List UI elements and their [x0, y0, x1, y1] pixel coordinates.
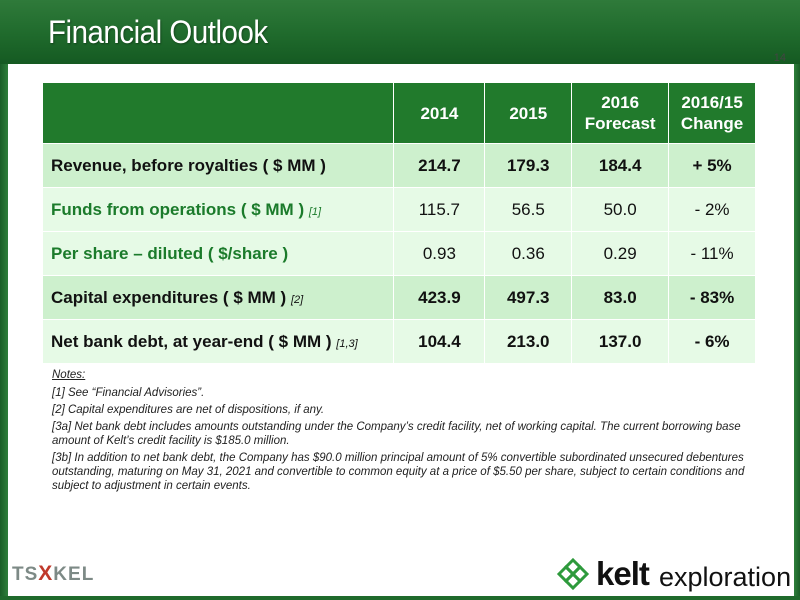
footnotes: Notes: [1] See “Financial Advisories”. […	[52, 368, 762, 496]
financial-outlook-table: 2014 2015 2016 Forecast 2016/15 Change R…	[41, 82, 756, 364]
slide-title: Financial Outlook	[48, 14, 268, 50]
cell-2015: 497.3	[484, 275, 573, 320]
tsx-kel-logo: TSXKEL	[12, 562, 94, 586]
header-blank-cell	[41, 82, 395, 144]
cell-2016: 50.0	[571, 187, 670, 232]
header-2014-label: 2014	[420, 103, 459, 123]
cell-2015: 0.36	[484, 231, 573, 276]
row-label-text: Revenue, before royalties ( $ MM )	[51, 155, 326, 175]
cell-change: - 83%	[668, 275, 756, 320]
table-row-capital-expenditures: Capital expenditures ( $ MM ) [2] 423.9 …	[41, 275, 756, 320]
page-number: 14	[773, 52, 786, 64]
row-label: Per share – diluted ( $/share )	[41, 231, 395, 276]
cell-2016: 83.0	[571, 275, 670, 320]
row-label: Net bank debt, at year-end ( $ MM ) [1,3…	[41, 319, 395, 364]
left-border-decoration	[0, 64, 8, 600]
kelt-wordmark: kelt	[596, 555, 650, 592]
cell-2014: 214.7	[393, 143, 486, 188]
cell-change: - 2%	[668, 187, 756, 232]
cell-change: + 5%	[668, 143, 756, 188]
table-header-row: 2014 2015 2016 Forecast 2016/15 Change	[41, 82, 756, 144]
header-change-line2: Change	[680, 114, 744, 133]
row-label-text: Capital expenditures ( $ MM )	[51, 287, 287, 307]
cell-2014: 115.7	[393, 187, 486, 232]
footnote-1: [1] See “Financial Advisories”.	[52, 387, 205, 399]
cell-2016: 184.4	[571, 143, 670, 188]
cell-2014: 0.93	[393, 231, 486, 276]
footnote-2: [2] Capital expenditures are net of disp…	[52, 404, 325, 416]
slide-header: Financial Outlook	[0, 0, 800, 64]
row-footnote-ref: [2]	[290, 293, 304, 306]
row-label: Capital expenditures ( $ MM ) [2]	[41, 275, 395, 320]
header-change-line1: 2016/15	[681, 93, 743, 112]
table-row-funds-from-operations: Funds from operations ( $ MM ) [1] 115.7…	[41, 187, 756, 232]
cell-change: - 11%	[668, 231, 756, 276]
header-2016-line2: Forecast	[584, 114, 656, 133]
header-2015-label: 2015	[509, 103, 548, 123]
cell-2016: 0.29	[571, 231, 670, 276]
cell-2015: 179.3	[484, 143, 573, 188]
footnote-3b: [3b] In addition to net bank debt, the C…	[52, 452, 745, 492]
header-2015: 2015	[484, 82, 573, 144]
right-border-decoration	[794, 64, 800, 600]
tsx-logo-x: X	[38, 562, 54, 585]
table-row-per-share: Per share – diluted ( $/share ) 0.93 0.3…	[41, 231, 756, 276]
row-label: Funds from operations ( $ MM ) [1]	[41, 187, 395, 232]
header-2016-forecast: 2016 Forecast	[571, 82, 670, 144]
table-row-net-bank-debt: Net bank debt, at year-end ( $ MM ) [1,3…	[41, 319, 756, 364]
header-2016-line1: 2016	[601, 93, 640, 112]
row-label-text: Funds from operations ( $ MM )	[51, 199, 305, 219]
row-label-text: Net bank debt, at year-end ( $ MM )	[51, 331, 332, 351]
row-label-text: Per share – diluted ( $/share )	[51, 243, 289, 263]
kelt-exploration-logo: kelt exploration	[556, 555, 792, 595]
header-2014: 2014	[393, 82, 486, 144]
cell-change: - 6%	[668, 319, 756, 364]
cell-2014: 104.4	[393, 319, 486, 364]
tsx-logo-right: KEL	[53, 564, 95, 585]
table-row-revenue: Revenue, before royalties ( $ MM ) 214.7…	[41, 143, 756, 188]
cell-2014: 423.9	[393, 275, 486, 320]
cell-2015: 56.5	[484, 187, 573, 232]
bottom-border	[0, 596, 800, 600]
exploration-wordmark: exploration	[659, 562, 792, 592]
notes-heading: Notes:	[52, 369, 86, 381]
cell-2015: 213.0	[484, 319, 573, 364]
row-label: Revenue, before royalties ( $ MM )	[41, 143, 395, 188]
footnote-3a: [3a] Net bank debt includes amounts outs…	[52, 421, 741, 447]
cell-2016: 137.0	[571, 319, 670, 364]
header-change: 2016/15 Change	[668, 82, 756, 144]
row-footnote-ref: [1]	[308, 205, 322, 218]
tsx-logo-left: TS	[12, 564, 39, 585]
row-footnote-ref: [1,3]	[336, 337, 358, 350]
kelt-knot-icon	[556, 557, 590, 591]
